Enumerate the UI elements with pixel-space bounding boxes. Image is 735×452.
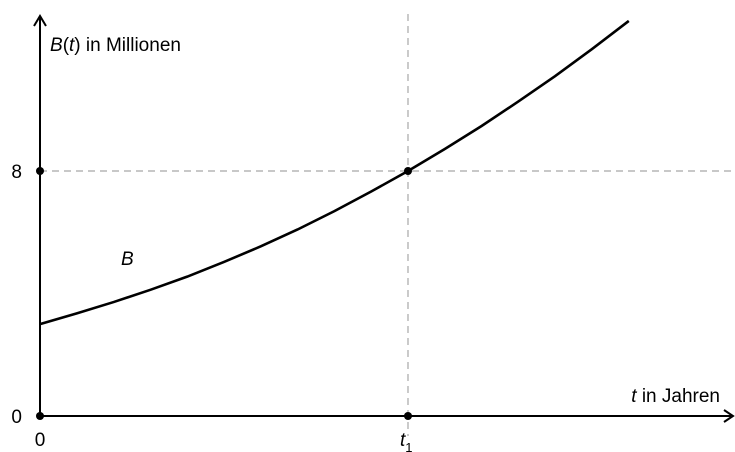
x-axis-label-var: t bbox=[631, 386, 637, 407]
y-axis-label-var: B bbox=[50, 35, 63, 56]
data-point bbox=[36, 167, 44, 175]
tick-labels: 0 8 0 t1 bbox=[11, 162, 412, 452]
reference-lines bbox=[40, 14, 735, 436]
marked-points bbox=[36, 167, 412, 420]
x-tick-label-subscript: 1 bbox=[405, 440, 412, 452]
series-line bbox=[40, 19, 630, 326]
x-axis-label: t in Jahren bbox=[631, 386, 720, 407]
data-point bbox=[404, 412, 412, 420]
curve-label: B bbox=[121, 249, 134, 270]
y-axis-label: B(t) in Millionen bbox=[50, 35, 181, 56]
x-tick-label: 0 bbox=[35, 430, 46, 451]
y-axis-label-open: ( bbox=[63, 35, 70, 56]
x-axis-arrow-icon bbox=[723, 409, 735, 423]
y-axis-arrow-icon bbox=[33, 14, 47, 27]
y-tick-label: 0 bbox=[11, 407, 22, 428]
y-axis-label-arg: t bbox=[69, 35, 75, 56]
y-tick-label: 8 bbox=[11, 162, 22, 183]
data-point bbox=[36, 412, 44, 420]
y-axis-label-rest: ) in Millionen bbox=[74, 35, 181, 56]
x-tick-label: t1 bbox=[400, 430, 413, 452]
x-axis-label-rest: in Jahren bbox=[637, 386, 720, 407]
x-tick-label-var: t bbox=[400, 430, 406, 451]
data-point bbox=[404, 167, 412, 175]
